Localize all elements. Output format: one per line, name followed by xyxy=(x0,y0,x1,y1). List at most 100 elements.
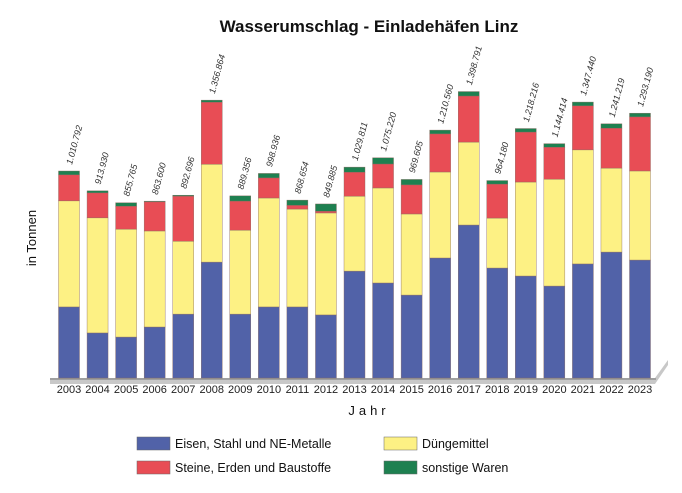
bar-steine-erden-und-baustoffe-2007 xyxy=(172,195,194,242)
bar-d-ngemittel-2011 xyxy=(286,208,309,308)
data-label-2009: 889.356 xyxy=(236,156,254,190)
bar-steine-erden-und-baustoffe-2021 xyxy=(572,105,594,151)
bar-sonstige-waren-2018 xyxy=(486,180,508,185)
data-label-2016: 1.210.560 xyxy=(435,83,455,124)
x-tick-2017: 2017 xyxy=(456,384,480,396)
data-label-2018: 964.180 xyxy=(493,141,511,175)
bar-sonstige-waren-2008 xyxy=(201,99,223,103)
x-tick-2013: 2013 xyxy=(342,384,366,396)
bar-sonstige-waren-2003 xyxy=(58,170,80,176)
bar-d-ngemittel-2019 xyxy=(515,181,537,277)
legend-label-1: Düngemittel xyxy=(422,437,489,451)
bar-eisen-stahl-und-ne-metalle-2003 xyxy=(58,306,80,379)
bar-sonstige-waren-2012 xyxy=(315,203,337,212)
bar-sonstige-waren-2013 xyxy=(343,166,366,173)
data-label-2005: 855.765 xyxy=(121,162,139,197)
bar-d-ngemittel-2013 xyxy=(343,195,366,272)
bar-sonstige-waren-2006 xyxy=(143,200,166,203)
bar-eisen-stahl-und-ne-metalle-2013 xyxy=(343,270,366,379)
bar-eisen-stahl-und-ne-metalle-2023 xyxy=(629,259,651,379)
data-label-2023: 1.293.190 xyxy=(635,66,655,107)
y-axis-label: in Tonnen xyxy=(24,210,39,266)
bar-sonstige-waren-2016 xyxy=(429,129,451,135)
legend-swatch-3 xyxy=(383,460,418,475)
bar-sonstige-waren-2005 xyxy=(115,202,137,207)
bar-sonstige-waren-2014 xyxy=(372,157,394,165)
bar-eisen-stahl-und-ne-metalle-2010 xyxy=(258,306,280,379)
x-tick-2016: 2016 xyxy=(428,384,452,396)
x-tick-2007: 2007 xyxy=(171,384,195,396)
x-tick-2022: 2022 xyxy=(599,384,623,396)
bar-d-ngemittel-2010 xyxy=(258,197,280,308)
legend-label-3: sonstige Waren xyxy=(422,461,508,475)
x-tick-2021: 2021 xyxy=(571,384,595,396)
legend-label-0: Eisen, Stahl und NE-Metalle xyxy=(175,437,331,451)
x-tick-2006: 2006 xyxy=(142,384,166,396)
bar-d-ngemittel-2006 xyxy=(143,230,166,328)
bar-eisen-stahl-und-ne-metalle-2007 xyxy=(172,313,194,379)
bar-d-ngemittel-2021 xyxy=(572,149,594,265)
bar-eisen-stahl-und-ne-metalle-2016 xyxy=(429,257,451,379)
data-label-2006: 863.600 xyxy=(150,162,168,196)
bar-sonstige-waren-2022 xyxy=(600,123,623,129)
x-tick-2015: 2015 xyxy=(399,384,423,396)
bar-steine-erden-und-baustoffe-2013 xyxy=(343,171,366,197)
bar-eisen-stahl-und-ne-metalle-2014 xyxy=(372,282,394,379)
data-label-2015: 969.605 xyxy=(407,139,425,174)
bar-d-ngemittel-2023 xyxy=(629,170,651,261)
bar-d-ngemittel-2007 xyxy=(172,241,194,315)
bar-steine-erden-und-baustoffe-2016 xyxy=(429,133,451,173)
bar-steine-erden-und-baustoffe-2011 xyxy=(286,205,309,210)
bar-eisen-stahl-und-ne-metalle-2022 xyxy=(600,251,623,379)
bar-steine-erden-und-baustoffe-2022 xyxy=(600,127,623,169)
bar-d-ngemittel-2005 xyxy=(115,228,137,338)
bar-eisen-stahl-und-ne-metalle-2006 xyxy=(143,326,166,379)
bar-d-ngemittel-2012 xyxy=(315,212,337,316)
bar-eisen-stahl-und-ne-metalle-2004 xyxy=(86,332,109,379)
data-label-2013: 1.029.811 xyxy=(350,121,370,162)
bar-d-ngemittel-2004 xyxy=(86,217,109,334)
bar-d-ngemittel-2003 xyxy=(58,200,80,308)
bar-sonstige-waren-2023 xyxy=(629,112,651,118)
data-label-2022: 1.241.219 xyxy=(607,77,627,118)
bar-d-ngemittel-2018 xyxy=(486,217,508,269)
data-label-2012: 849.885 xyxy=(321,163,339,198)
bar-steine-erden-und-baustoffe-2014 xyxy=(372,163,394,189)
chart-title: Wasserumschlag - Einladehäfen Linz xyxy=(220,17,519,36)
data-label-2011: 868.654 xyxy=(293,161,311,195)
bar-d-ngemittel-2016 xyxy=(429,171,451,259)
legend-label-2: Steine, Erden und Baustoffe xyxy=(175,461,331,475)
data-label-2004: 913.930 xyxy=(93,151,111,185)
bar-eisen-stahl-und-ne-metalle-2019 xyxy=(515,275,537,379)
x-tick-2004: 2004 xyxy=(85,384,109,396)
bar-steine-erden-und-baustoffe-2008 xyxy=(201,101,223,165)
data-label-2003: 1.010.792 xyxy=(64,124,84,165)
bar-steine-erden-und-baustoffe-2020 xyxy=(543,147,566,180)
x-tick-2023: 2023 xyxy=(628,384,652,396)
bar-sonstige-waren-2015 xyxy=(400,179,423,186)
bar-sonstige-waren-2011 xyxy=(286,199,309,206)
x-tick-2008: 2008 xyxy=(200,384,224,396)
bar-steine-erden-und-baustoffe-2003 xyxy=(58,174,80,202)
bar-steine-erden-und-baustoffe-2005 xyxy=(115,205,137,230)
bar-steine-erden-und-baustoffe-2018 xyxy=(486,183,508,219)
x-tick-2012: 2012 xyxy=(314,384,338,396)
bar-sonstige-waren-2004 xyxy=(86,190,109,194)
x-tick-2009: 2009 xyxy=(228,384,252,396)
bar-eisen-stahl-und-ne-metalle-2018 xyxy=(486,267,508,379)
bar-sonstige-waren-2007 xyxy=(172,194,194,197)
bar-steine-erden-und-baustoffe-2023 xyxy=(629,116,651,172)
data-label-2010: 998.936 xyxy=(264,134,282,168)
bar-sonstige-waren-2017 xyxy=(458,91,480,97)
bar-eisen-stahl-und-ne-metalle-2017 xyxy=(458,224,480,379)
x-tick-2010: 2010 xyxy=(257,384,281,396)
data-label-2021: 1.347.440 xyxy=(578,55,598,96)
x-tick-2005: 2005 xyxy=(114,384,138,396)
bar-steine-erden-und-baustoffe-2019 xyxy=(515,131,537,183)
data-label-2014: 1.075.220 xyxy=(378,111,398,152)
data-label-2007: 892.696 xyxy=(178,156,196,190)
bar-sonstige-waren-2019 xyxy=(515,128,537,133)
data-label-2019: 1.218.216 xyxy=(521,82,541,123)
bar-eisen-stahl-und-ne-metalle-2008 xyxy=(201,261,223,379)
